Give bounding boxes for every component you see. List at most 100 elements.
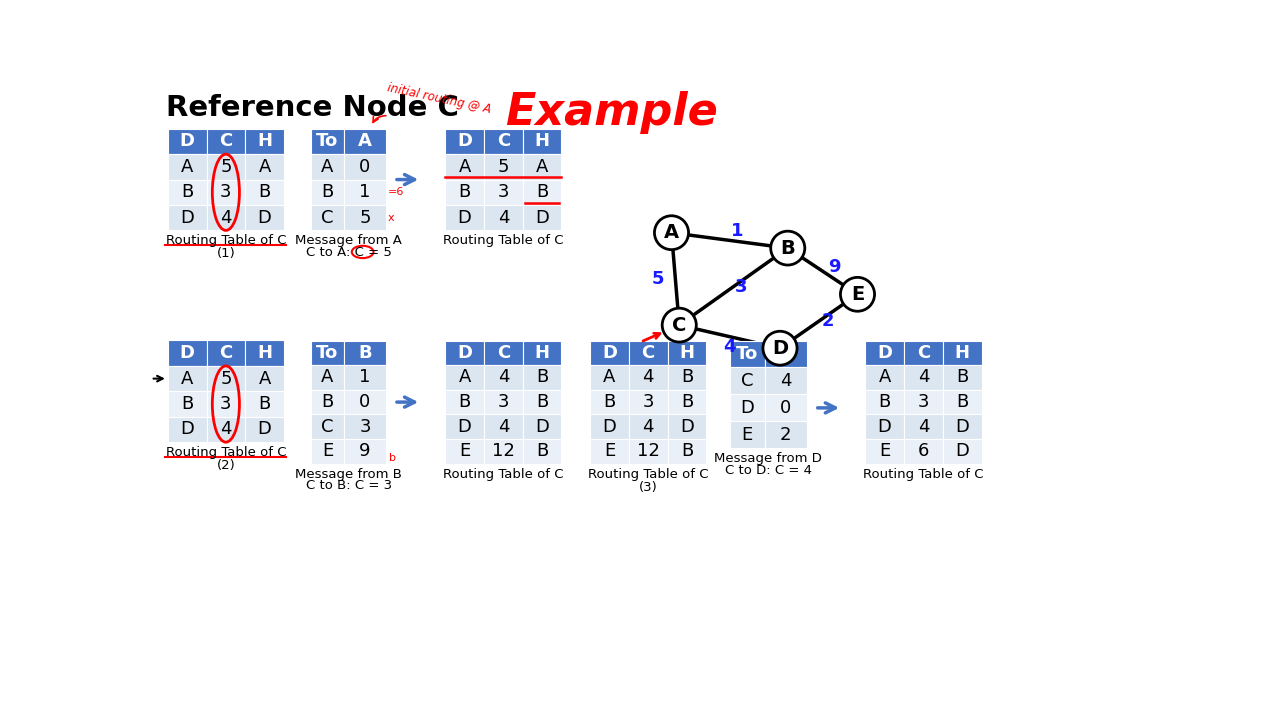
Bar — [522, 205, 562, 230]
Bar — [168, 129, 206, 154]
Text: B: B — [458, 393, 471, 411]
Text: D: D — [878, 418, 892, 436]
Bar — [445, 439, 484, 464]
Bar — [206, 366, 246, 391]
Bar — [206, 391, 246, 417]
Bar — [484, 341, 522, 365]
Text: A: A — [321, 369, 334, 387]
Text: (3): (3) — [639, 481, 658, 494]
Bar — [445, 415, 484, 439]
Text: B: B — [321, 184, 334, 202]
Bar — [904, 390, 943, 415]
Text: 3: 3 — [498, 393, 509, 411]
Bar — [206, 417, 246, 442]
Bar — [311, 341, 343, 365]
Text: D: D — [458, 209, 471, 227]
Bar — [343, 154, 387, 179]
Text: 0: 0 — [781, 399, 791, 417]
Bar — [522, 341, 562, 365]
Text: 5: 5 — [220, 158, 232, 176]
Text: 1: 1 — [731, 222, 744, 240]
Bar — [628, 365, 668, 390]
Text: 4: 4 — [918, 369, 929, 387]
Text: A: A — [180, 158, 193, 176]
Text: Message from B: Message from B — [296, 467, 402, 480]
Bar — [343, 415, 387, 439]
Bar — [445, 365, 484, 390]
Text: B: B — [536, 442, 548, 460]
Bar — [484, 365, 522, 390]
Text: C: C — [497, 344, 509, 362]
Text: A: A — [458, 369, 471, 387]
Bar — [628, 439, 668, 464]
Text: B: B — [956, 393, 968, 411]
Text: C to B: C = 3: C to B: C = 3 — [306, 479, 392, 492]
Text: 4: 4 — [220, 420, 232, 438]
Bar — [764, 341, 808, 367]
Text: 3: 3 — [498, 184, 509, 202]
Text: C: C — [321, 418, 334, 436]
Text: B: B — [681, 393, 694, 411]
Text: B: B — [536, 184, 548, 202]
Text: (2): (2) — [216, 459, 236, 472]
Text: D: D — [257, 209, 271, 227]
Bar — [484, 390, 522, 415]
Bar — [668, 415, 707, 439]
Bar — [311, 154, 343, 179]
Bar — [522, 154, 562, 179]
Bar — [865, 341, 904, 365]
Text: E: E — [851, 285, 864, 304]
Bar — [168, 341, 206, 366]
Bar — [343, 179, 387, 205]
Text: 5: 5 — [360, 209, 371, 227]
Bar — [206, 129, 246, 154]
Text: A: A — [458, 158, 471, 176]
Text: 3: 3 — [735, 278, 748, 296]
Text: Message from D: Message from D — [714, 452, 822, 465]
Bar — [522, 179, 562, 205]
Text: H: H — [955, 344, 970, 362]
Text: H: H — [535, 344, 549, 362]
Bar — [865, 365, 904, 390]
Bar — [590, 365, 628, 390]
Text: 4: 4 — [498, 369, 509, 387]
Text: 4: 4 — [643, 418, 654, 436]
Text: 9: 9 — [828, 258, 841, 276]
Text: A: A — [536, 158, 548, 176]
Text: D: D — [257, 420, 271, 438]
Text: H: H — [680, 344, 695, 362]
Text: C: C — [741, 372, 754, 390]
Bar — [730, 341, 764, 367]
Text: 1: 1 — [360, 369, 371, 387]
Text: B: B — [321, 393, 334, 411]
Text: D: D — [772, 338, 788, 358]
Text: B: B — [878, 393, 891, 411]
Text: Routing Table of C: Routing Table of C — [165, 234, 287, 247]
Bar — [311, 129, 343, 154]
Text: H: H — [257, 132, 273, 150]
Bar — [343, 205, 387, 230]
Text: B: B — [781, 238, 795, 258]
Bar — [246, 179, 284, 205]
Bar — [484, 415, 522, 439]
Text: D: D — [179, 344, 195, 362]
Bar — [311, 439, 343, 464]
Text: A: A — [664, 223, 680, 242]
Text: B: B — [180, 395, 193, 413]
Bar — [343, 390, 387, 415]
Text: B: B — [536, 369, 548, 387]
Circle shape — [763, 331, 797, 365]
Text: 12: 12 — [637, 442, 659, 460]
Bar — [445, 205, 484, 230]
Text: D: D — [535, 418, 549, 436]
Text: 3: 3 — [643, 393, 654, 411]
Text: D: D — [535, 209, 549, 227]
Text: D: D — [457, 132, 472, 150]
Text: x: x — [388, 212, 394, 222]
Bar — [668, 439, 707, 464]
Text: B: B — [259, 184, 271, 202]
Text: To: To — [736, 345, 758, 363]
Bar — [206, 205, 246, 230]
Text: E: E — [460, 442, 470, 460]
Bar — [168, 391, 206, 417]
